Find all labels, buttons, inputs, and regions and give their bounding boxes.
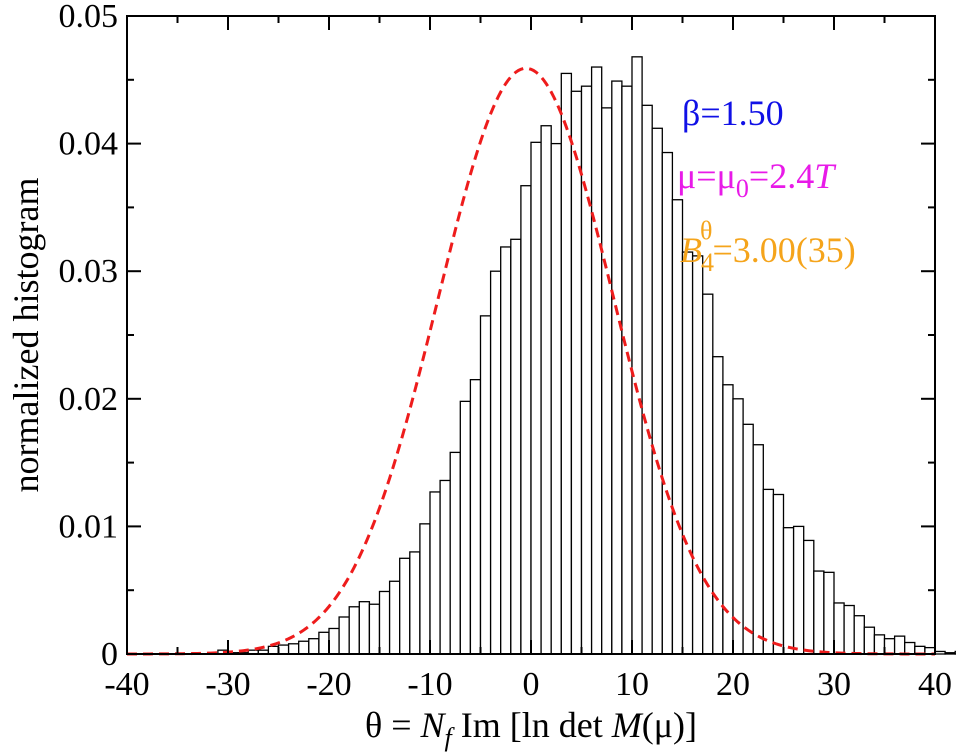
histogram-bar bbox=[267, 645, 280, 655]
histogram-bar bbox=[479, 315, 492, 655]
histogram-bar bbox=[308, 638, 320, 655]
histogram-bar bbox=[833, 602, 845, 655]
histogram-bar bbox=[873, 634, 886, 655]
histogram-bar bbox=[439, 479, 451, 655]
histogram-bar bbox=[419, 523, 431, 655]
histogram-bar bbox=[631, 56, 643, 655]
histogram-bar bbox=[550, 142, 562, 655]
histogram-bar bbox=[641, 104, 653, 655]
histogram-bar bbox=[530, 141, 542, 655]
histogram-bar bbox=[459, 400, 472, 655]
histogram-bar bbox=[661, 151, 674, 655]
x-axis-title: θ = Nf Im [ln det M(μ)] bbox=[365, 705, 697, 752]
histogram-bar bbox=[702, 293, 714, 655]
histogram-bar bbox=[611, 80, 623, 655]
histogram-bar bbox=[691, 255, 704, 655]
histogram-bar bbox=[752, 444, 764, 655]
histogram-bar bbox=[944, 652, 956, 655]
x-tick-label: 40 bbox=[918, 666, 952, 703]
histogram-bar bbox=[823, 571, 835, 655]
histogram-bar bbox=[318, 631, 330, 655]
histogram-bar bbox=[388, 580, 401, 655]
histogram-bar bbox=[540, 125, 552, 655]
histogram-bar bbox=[298, 640, 310, 655]
y-tick-label: 0.01 bbox=[59, 508, 119, 545]
histogram-bar bbox=[429, 491, 441, 655]
histogram-bar bbox=[287, 643, 300, 655]
histogram-bar bbox=[580, 85, 593, 655]
x-tick-label: 20 bbox=[716, 666, 750, 703]
y-tick-label: 0.04 bbox=[59, 126, 119, 163]
histogram-bar bbox=[500, 246, 512, 655]
y-tick-label: 0.03 bbox=[59, 253, 119, 290]
histogram-bar bbox=[843, 604, 855, 655]
histogram-bar bbox=[782, 527, 795, 655]
histogram-bar bbox=[651, 127, 663, 655]
histogram-bar bbox=[893, 635, 906, 655]
y-tick-label: 0.05 bbox=[59, 0, 119, 35]
histogram-bar bbox=[772, 493, 785, 655]
x-tick-label: 30 bbox=[817, 666, 851, 703]
mu-annotation: μ=μ0=2.4T bbox=[677, 156, 837, 203]
histogram-bar bbox=[681, 251, 694, 655]
histogram-bar bbox=[590, 66, 603, 655]
histogram-bar bbox=[469, 379, 482, 655]
histogram-bar bbox=[792, 525, 805, 655]
x-tick-label: -30 bbox=[205, 666, 250, 703]
x-tick-label: -20 bbox=[306, 666, 351, 703]
histogram-bar bbox=[560, 72, 573, 655]
x-tick-label: 10 bbox=[615, 666, 649, 703]
histogram-bar bbox=[732, 398, 744, 655]
histogram-bars bbox=[217, 56, 956, 655]
axis-ticks: -40 -30 -20 -10 0 10 20 30 40 0 0.01 0.02 0.03 0.04 0.… bbox=[59, 0, 953, 703]
histogram-bar bbox=[863, 626, 876, 655]
histogram-bar bbox=[853, 615, 865, 655]
histogram-bar bbox=[409, 551, 421, 655]
histogram-bar bbox=[378, 590, 391, 655]
histogram-bar bbox=[722, 384, 734, 655]
histogram-bar bbox=[449, 451, 461, 655]
histogram-bar bbox=[368, 603, 381, 655]
histogram-bar bbox=[510, 238, 522, 655]
histogram-bar bbox=[904, 641, 916, 655]
histogram-bar bbox=[803, 539, 815, 655]
histogram-bar bbox=[742, 423, 754, 655]
histogram-bar bbox=[328, 627, 340, 655]
histogram-bar bbox=[883, 638, 896, 655]
histogram-bar bbox=[277, 644, 290, 655]
histogram-bar bbox=[489, 270, 502, 655]
histogram-bar bbox=[338, 616, 350, 655]
histogram-bar bbox=[934, 650, 946, 655]
histogram-bar bbox=[570, 90, 583, 655]
histogram-bar bbox=[348, 606, 360, 655]
x-tick-label: 0 bbox=[523, 666, 540, 703]
histogram-bar bbox=[520, 185, 532, 655]
histogram-bar bbox=[762, 488, 775, 655]
histogram-bar bbox=[601, 107, 613, 655]
gaussian-fit-curve bbox=[127, 66, 935, 656]
histogram-bar bbox=[358, 601, 371, 655]
histogram-bar bbox=[712, 356, 724, 655]
beta-annotation: β=1.50 bbox=[682, 93, 784, 133]
x-tick-label: -40 bbox=[104, 666, 149, 703]
y-axis-title: normalized histogram bbox=[6, 178, 46, 493]
x-tick-label: -10 bbox=[407, 666, 452, 703]
histogram-bar bbox=[813, 570, 825, 655]
binder-cumulant-annotation: B4θ=3.00(35) bbox=[680, 216, 856, 277]
histogram-bar bbox=[399, 557, 411, 655]
y-tick-label: 0 bbox=[101, 636, 118, 673]
y-tick-label: 0.02 bbox=[59, 381, 119, 418]
